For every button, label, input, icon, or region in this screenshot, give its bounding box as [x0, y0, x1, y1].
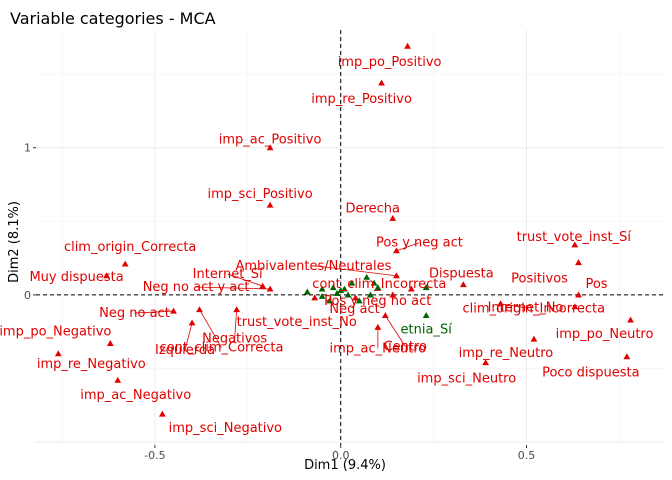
label-clim-origin-correcta: clim_origin_Correcta [64, 240, 196, 255]
point-imp-po-neutro [627, 317, 634, 323]
label-imp-ac-negativo: imp_ac_Negativo [80, 388, 191, 403]
point-imp-ac-negativo [114, 377, 121, 383]
label-imp-po-positivo: imp_po_Positivo [338, 55, 442, 70]
point-neg-no-act [170, 308, 177, 314]
point-centro [382, 312, 389, 318]
label-positivos: Positivos [511, 272, 568, 287]
point-negativos [233, 306, 240, 312]
point-labels: imp_po_Positivo imp_re_Positivo imp_ac_Pos… [0, 55, 654, 436]
label-imp-ac-positivo: imp_ac_Positivo [219, 133, 322, 148]
x-tick-label: 0.5 [518, 449, 536, 462]
point-imp-re-negativo [55, 350, 62, 356]
x-tick-label: -0.5 [144, 449, 165, 462]
label-imp-po-negativo: imp_po_Negativo [0, 324, 111, 339]
point-imp-po-negativo [107, 340, 114, 346]
point-izquierda [189, 319, 196, 325]
label-imp-po-neutro: imp_po_Neutro [556, 327, 654, 342]
label-imp-sci-neutro: imp_sci_Neutro [417, 372, 516, 387]
label-trust-vote-inst-no: trust_vote_inst_No [237, 315, 357, 330]
label-clim-origin-incorrecta: clim_origin_Incorrecta [463, 302, 606, 317]
label-pos: Pos [585, 277, 607, 292]
point-etnia-s- [423, 312, 430, 318]
label-neg-no-act: Neg no act [99, 306, 170, 321]
label-pos-y-neg-act: Pos y neg act [376, 236, 463, 251]
x-axis-title: Dim1 (9.4%) [304, 458, 386, 473]
point-imp-sci-positivo [267, 202, 274, 208]
label-imp-re-positivo: imp_re_Positivo [311, 92, 412, 107]
point-cont-clim-correcta [196, 306, 203, 312]
y-tick-label: 0 [24, 289, 31, 302]
point-supp-1 [304, 289, 311, 295]
point-clim-origin-correcta [122, 261, 129, 267]
label-etnia-s-: etnia_Sí [401, 322, 453, 337]
label-imp-sci-positivo: imp_sci_Positivo [208, 187, 313, 202]
point-imp-re-neutro [531, 336, 538, 342]
point-imp-re-positivo [378, 80, 385, 86]
label-negativos: Negativos [202, 332, 267, 347]
label-imp-ac-neutro: imp_ac_Neutro [330, 341, 427, 356]
y-axis-title: Dim2 (8.1%) [7, 201, 22, 283]
point-dispuesta [460, 281, 467, 287]
y-tick-label: 1 [24, 142, 31, 155]
point-poco-dispuesta [623, 353, 630, 359]
label-imp-sci-negativo: imp_sci_Negativo [169, 421, 282, 436]
label-neg-no-act-y-act: Neg no act y act [143, 280, 250, 295]
label-poco-dispuesta: Poco dispuesta [542, 366, 640, 381]
label-muy-dispuesta: Muy dispuesta [29, 270, 123, 285]
label-pos-y-neg-no-act: Pos y neg no act [324, 294, 431, 309]
label-trust-vote-inst-s-: trust_vote_inst_Sí [517, 230, 632, 245]
label-imp-re-negativo: imp_re_Negativo [37, 357, 146, 372]
point-positivos [575, 259, 582, 265]
point-imp-sci-negativo [159, 411, 166, 417]
point-imp-ac-neutro [374, 324, 381, 330]
label-derecha: Derecha [346, 201, 400, 216]
chart-title: Variable categories - MCA [10, 9, 216, 28]
label-imp-re-neutro: imp_re_Neutro [459, 346, 554, 361]
point-imp-po-positivo [404, 43, 411, 49]
label-cont-clim-incorrecta: cont_clim_Incorrecta [312, 277, 446, 292]
